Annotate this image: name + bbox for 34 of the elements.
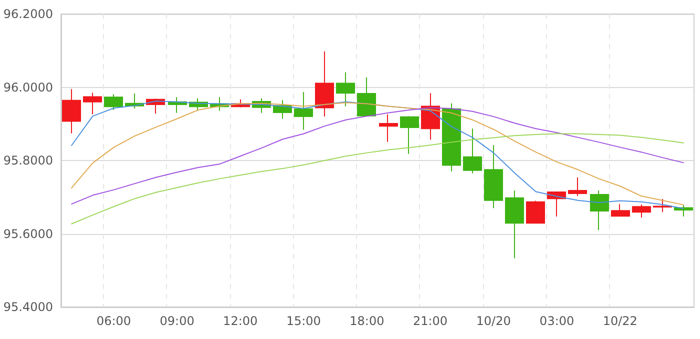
candlestick	[62, 88, 81, 134]
candlestick	[632, 204, 651, 218]
y-tick-label: 96.2000	[3, 7, 53, 21]
candlestick	[463, 128, 482, 174]
x-tick-label: 10/20	[476, 314, 511, 328]
y-tick-label: 95.8000	[3, 154, 53, 168]
candlestick	[442, 102, 461, 172]
x-tick-label: 21:00	[412, 314, 448, 328]
candlestick	[336, 72, 355, 107]
candlestick	[357, 76, 376, 117]
candlestick	[83, 92, 102, 115]
candlestick	[379, 114, 398, 142]
y-tick-label: 95.4000	[3, 300, 53, 314]
candlestick	[315, 50, 334, 118]
candlestick	[590, 190, 609, 231]
candlestick	[674, 204, 693, 218]
x-tick-label: 10/22	[602, 314, 638, 328]
candlestick	[611, 204, 630, 218]
candlestick	[294, 92, 313, 130]
candlestick	[400, 116, 419, 154]
x-tick-label: 06:00	[96, 314, 132, 328]
x-tick-label: 09:00	[160, 314, 194, 328]
candlestick	[484, 144, 503, 209]
candlestick	[526, 200, 545, 224]
candlestick	[104, 94, 123, 110]
x-tick-label: 12:00	[223, 314, 258, 328]
y-tick-label: 95.6000	[3, 226, 53, 241]
line-series	[71, 133, 684, 224]
candlestick	[505, 190, 524, 259]
candlestick	[568, 176, 587, 197]
y-tick-label: 96.0000	[3, 80, 53, 94]
x-tick-label: 18:00	[350, 314, 384, 328]
x-tick-label: 03:00	[540, 314, 574, 328]
x-tick-label: 15:00	[286, 314, 321, 328]
